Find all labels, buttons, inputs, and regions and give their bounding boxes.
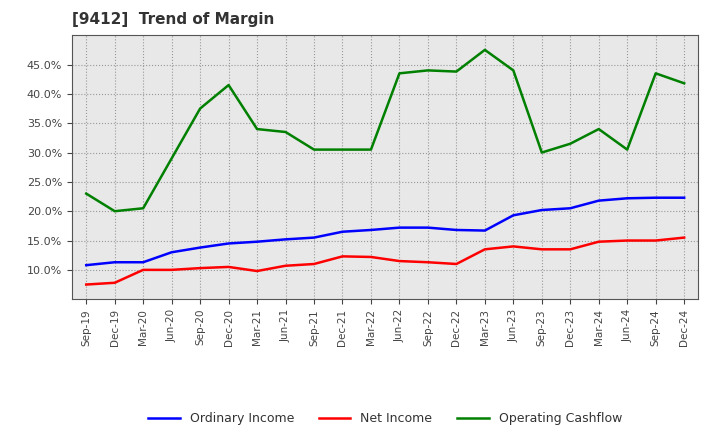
Ordinary Income [537, 207, 546, 213]
Ordinary Income [395, 225, 404, 230]
Ordinary Income [139, 260, 148, 265]
Operating Cashflow [139, 205, 148, 211]
Net Income [680, 235, 688, 240]
Ordinary Income [423, 225, 432, 230]
Net Income [595, 239, 603, 244]
Ordinary Income [110, 260, 119, 265]
Ordinary Income [167, 249, 176, 255]
Net Income [282, 263, 290, 268]
Operating Cashflow [196, 106, 204, 111]
Net Income [452, 261, 461, 267]
Operating Cashflow [253, 126, 261, 132]
Operating Cashflow [480, 47, 489, 52]
Net Income [480, 247, 489, 252]
Line: Ordinary Income: Ordinary Income [86, 198, 684, 265]
Operating Cashflow [537, 150, 546, 155]
Operating Cashflow [110, 209, 119, 214]
Line: Operating Cashflow: Operating Cashflow [86, 50, 684, 211]
Ordinary Income [452, 227, 461, 233]
Operating Cashflow [509, 68, 518, 73]
Ordinary Income [310, 235, 318, 240]
Ordinary Income [253, 239, 261, 244]
Operating Cashflow [395, 71, 404, 76]
Net Income [509, 244, 518, 249]
Net Income [139, 267, 148, 272]
Net Income [395, 258, 404, 264]
Ordinary Income [509, 213, 518, 218]
Ordinary Income [480, 228, 489, 233]
Operating Cashflow [82, 191, 91, 196]
Ordinary Income [366, 227, 375, 233]
Net Income [82, 282, 91, 287]
Net Income [652, 238, 660, 243]
Net Income [537, 247, 546, 252]
Text: [9412]  Trend of Margin: [9412] Trend of Margin [72, 12, 274, 27]
Net Income [225, 264, 233, 270]
Ordinary Income [680, 195, 688, 200]
Operating Cashflow [452, 69, 461, 74]
Ordinary Income [338, 229, 347, 235]
Operating Cashflow [566, 141, 575, 147]
Net Income [110, 280, 119, 286]
Ordinary Income [196, 245, 204, 250]
Ordinary Income [225, 241, 233, 246]
Ordinary Income [595, 198, 603, 203]
Ordinary Income [652, 195, 660, 200]
Operating Cashflow [366, 147, 375, 152]
Operating Cashflow [595, 126, 603, 132]
Operating Cashflow [652, 71, 660, 76]
Net Income [566, 247, 575, 252]
Operating Cashflow [338, 147, 347, 152]
Ordinary Income [566, 205, 575, 211]
Ordinary Income [82, 263, 91, 268]
Ordinary Income [282, 237, 290, 242]
Line: Net Income: Net Income [86, 238, 684, 285]
Net Income [167, 267, 176, 272]
Operating Cashflow [225, 82, 233, 88]
Net Income [338, 254, 347, 259]
Net Income [253, 268, 261, 274]
Net Income [310, 261, 318, 267]
Operating Cashflow [423, 68, 432, 73]
Net Income [366, 254, 375, 260]
Ordinary Income [623, 196, 631, 201]
Net Income [423, 260, 432, 265]
Net Income [196, 265, 204, 271]
Operating Cashflow [623, 147, 631, 152]
Operating Cashflow [282, 129, 290, 135]
Operating Cashflow [167, 156, 176, 161]
Net Income [623, 238, 631, 243]
Legend: Ordinary Income, Net Income, Operating Cashflow: Ordinary Income, Net Income, Operating C… [143, 407, 627, 430]
Operating Cashflow [310, 147, 318, 152]
Operating Cashflow [680, 81, 688, 86]
